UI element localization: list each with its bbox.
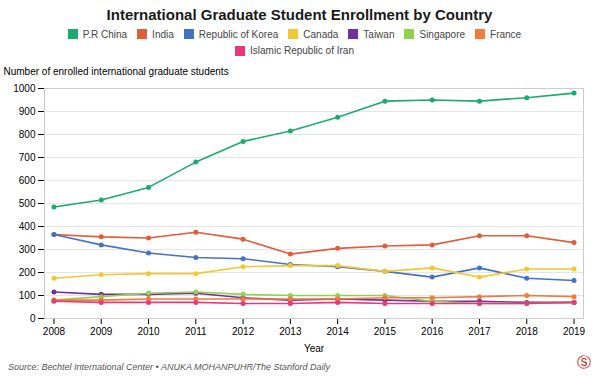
svg-text:2010: 2010 <box>137 326 160 337</box>
html-text:Singapore: Singapore <box>419 28 466 40</box>
svg-text:2009: 2009 <box>90 326 113 337</box>
html-text:P.R China: P.R China <box>82 28 128 40</box>
svg-text:Year: Year <box>304 343 325 354</box>
svg-text:2014: 2014 <box>327 326 350 337</box>
html-text:Canada: Canada <box>303 28 339 40</box>
svg-text:2015: 2015 <box>374 326 397 337</box>
svg-text:200: 200 <box>19 267 36 278</box>
svg-text:900: 900 <box>19 106 36 117</box>
svg-text:1000: 1000 <box>13 83 36 94</box>
html-text:France: France <box>490 28 522 40</box>
html-text:Taiwan: Taiwan <box>363 28 395 40</box>
html-text:Republic of Korea: Republic of Korea <box>198 28 279 40</box>
svg-text:2018: 2018 <box>516 326 539 337</box>
html-text:Source: Bechtel International: Source: Bechtel International Center • A… <box>8 362 331 372</box>
svg-text:2008: 2008 <box>43 326 66 337</box>
svg-text:500: 500 <box>19 198 36 209</box>
svg-text:2019: 2019 <box>563 326 586 337</box>
html-text:International Graduate Student: International Graduate Student Enrollmen… <box>106 6 493 23</box>
html-text:Islamic Republic of Iran: Islamic Republic of Iran <box>250 45 354 57</box>
svg-text:2013: 2013 <box>279 326 302 337</box>
svg-text:600: 600 <box>19 175 36 186</box>
svg-text:2016: 2016 <box>421 326 444 337</box>
svg-text:400: 400 <box>19 221 36 232</box>
svg-text:300: 300 <box>19 244 36 255</box>
svg-text:800: 800 <box>19 129 36 140</box>
html-text:India: India <box>152 28 174 40</box>
svg-text:700: 700 <box>19 152 36 163</box>
svg-text:2017: 2017 <box>468 326 491 337</box>
svg-text:0: 0 <box>30 313 36 324</box>
svg-text:Number of enrolled internation: Number of enrolled international graduat… <box>4 66 229 77</box>
svg-text:100: 100 <box>19 290 36 301</box>
svg-text:2012: 2012 <box>232 326 255 337</box>
svg-text:2011: 2011 <box>185 326 207 337</box>
